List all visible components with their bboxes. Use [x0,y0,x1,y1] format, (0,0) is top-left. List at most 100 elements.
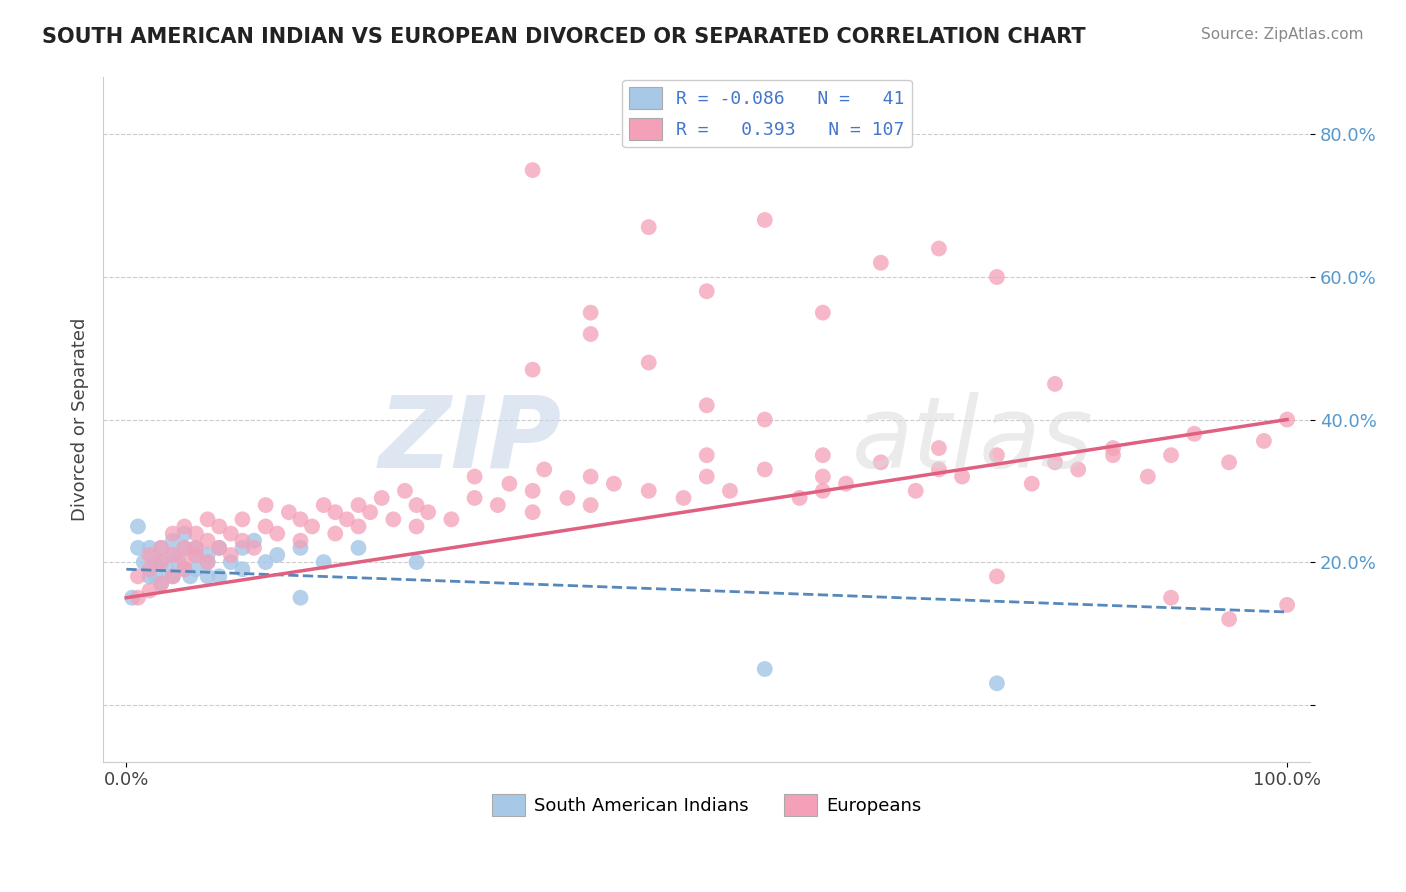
Text: ZIP: ZIP [378,392,562,489]
Point [173,519,195,533]
Point [637,220,659,235]
Point [557,491,579,505]
Point [522,505,544,519]
Text: atlas: atlas [852,392,1094,489]
Point [1160,448,1182,462]
Point [290,591,312,605]
Point [197,533,219,548]
Point [986,569,1008,583]
Point [464,491,486,505]
Point [231,562,253,576]
Point [254,519,277,533]
Point [323,505,346,519]
Point [1067,462,1090,476]
Point [928,242,950,256]
Point [1275,412,1298,426]
Point [173,562,195,576]
Point [197,569,219,583]
Point [718,483,741,498]
Point [162,569,184,583]
Point [145,569,167,583]
Point [394,483,416,498]
Point [312,555,335,569]
Point [347,498,370,512]
Point [197,548,219,562]
Point [150,576,173,591]
Point [138,541,160,555]
Point [950,469,973,483]
Point [904,483,927,498]
Point [382,512,405,526]
Point [162,548,184,562]
Point [533,462,555,476]
Point [162,533,184,548]
Point [754,412,776,426]
Point [1021,476,1043,491]
Point [150,555,173,569]
Point [138,569,160,583]
Point [208,519,231,533]
Point [1275,598,1298,612]
Point [347,541,370,555]
Point [197,555,219,569]
Point [197,512,219,526]
Point [637,355,659,369]
Point [208,569,231,583]
Point [637,483,659,498]
Point [290,512,312,526]
Point [789,491,811,505]
Point [127,519,149,533]
Point [266,526,288,541]
Point [197,555,219,569]
Point [208,541,231,555]
Point [579,498,602,512]
Point [811,448,834,462]
Point [522,362,544,376]
Point [290,541,312,555]
Point [184,541,207,555]
Point [138,562,160,576]
Point [672,491,695,505]
Point [1136,469,1159,483]
Point [336,512,359,526]
Point [138,583,160,598]
Point [754,662,776,676]
Point [301,519,323,533]
Point [405,498,427,512]
Point [811,483,834,498]
Point [231,541,253,555]
Point [208,541,231,555]
Point [243,541,266,555]
Point [869,256,891,270]
Point [986,676,1008,690]
Text: Source: ZipAtlas.com: Source: ZipAtlas.com [1201,27,1364,42]
Point [184,562,207,576]
Point [754,462,776,476]
Point [231,533,253,548]
Point [522,483,544,498]
Point [1102,448,1125,462]
Point [579,305,602,319]
Point [231,512,253,526]
Point [405,555,427,569]
Point [928,441,950,455]
Point [127,591,149,605]
Point [173,541,195,555]
Point [121,591,143,605]
Point [696,448,718,462]
Point [184,548,207,562]
Point [359,505,381,519]
Point [1253,434,1275,448]
Legend: South American Indians, Europeans: South American Indians, Europeans [485,787,928,823]
Point [579,469,602,483]
Point [219,555,242,569]
Point [150,576,173,591]
Point [811,469,834,483]
Point [1160,591,1182,605]
Point [277,505,299,519]
Point [219,548,242,562]
Point [266,548,288,562]
Point [498,476,520,491]
Point [1218,612,1240,626]
Point [150,541,173,555]
